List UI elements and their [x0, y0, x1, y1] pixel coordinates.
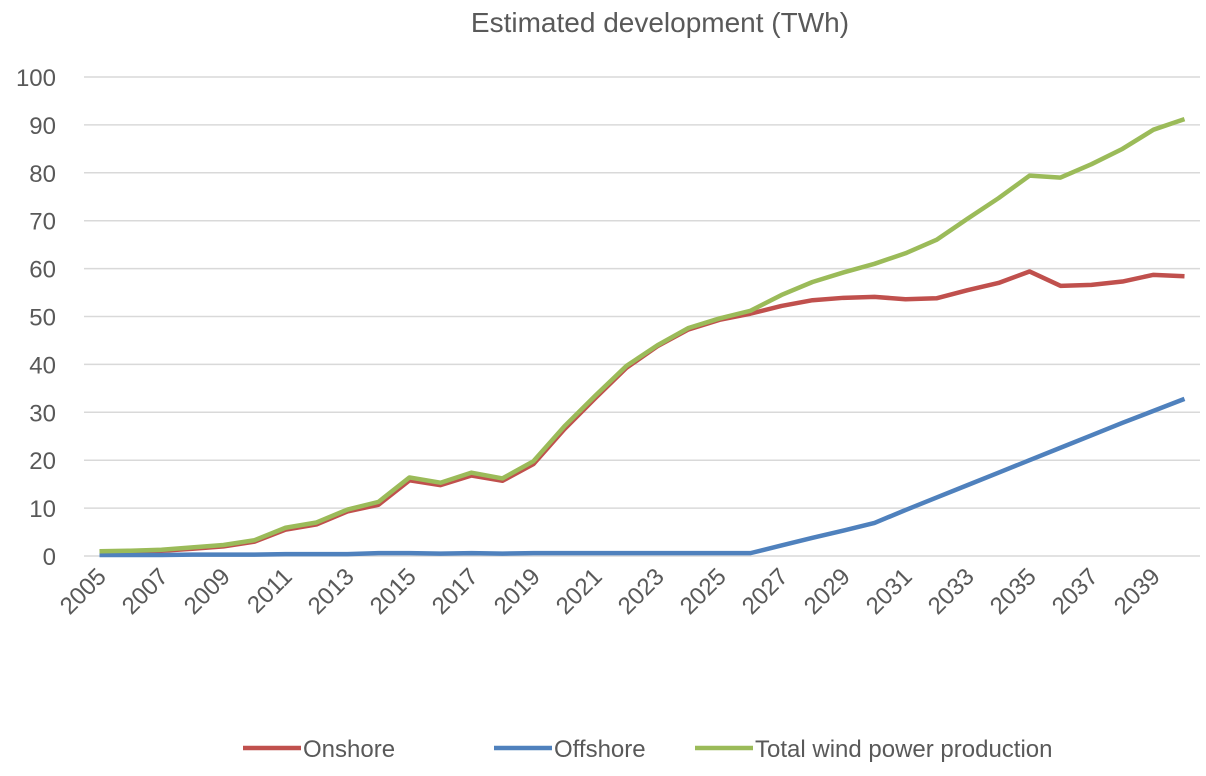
- legend-label: Total wind power production: [755, 736, 1053, 763]
- y-tick-label: 70: [29, 209, 56, 236]
- x-tick-label: 2015: [365, 563, 422, 620]
- y-tick-label: 10: [29, 496, 56, 523]
- x-tick-label: 2025: [675, 563, 732, 620]
- y-tick-label: 50: [29, 305, 56, 332]
- chart-title: Estimated development (TWh): [471, 7, 849, 38]
- y-tick-label: 90: [29, 113, 56, 140]
- x-tick-label: 2011: [242, 563, 298, 619]
- y-tick-label: 40: [29, 352, 56, 379]
- x-tick-label: 2027: [737, 563, 794, 620]
- x-tick-label: 2013: [303, 563, 360, 620]
- y-tick-label: 60: [29, 257, 56, 284]
- x-tick-label: 2017: [427, 563, 484, 620]
- x-tick-label: 2039: [1109, 563, 1166, 620]
- x-tick-label: 2009: [179, 563, 236, 620]
- x-tick-label: 2007: [117, 563, 174, 620]
- x-tick-label: 2005: [55, 563, 112, 620]
- x-tick-label: 2037: [1047, 563, 1104, 620]
- x-tick-label: 2023: [613, 563, 670, 620]
- y-tick-label: 20: [29, 448, 56, 475]
- legend-label: Onshore: [303, 736, 395, 763]
- x-tick-label: 2019: [489, 563, 546, 620]
- y-tick-label: 100: [16, 65, 56, 92]
- y-tick-label: 30: [29, 400, 56, 427]
- y-tick-label: 0: [43, 544, 56, 571]
- legend-label: Offshore: [554, 736, 646, 763]
- series-line: [99, 396, 1186, 558]
- x-tick-label: 2035: [985, 563, 1042, 620]
- x-tick-label: 2029: [799, 563, 856, 620]
- x-tick-label: 2033: [923, 563, 980, 620]
- x-tick-label: 2021: [551, 563, 608, 620]
- x-tick-label: 2031: [861, 563, 918, 620]
- y-tick-label: 80: [29, 161, 56, 188]
- series-line: [99, 117, 1186, 554]
